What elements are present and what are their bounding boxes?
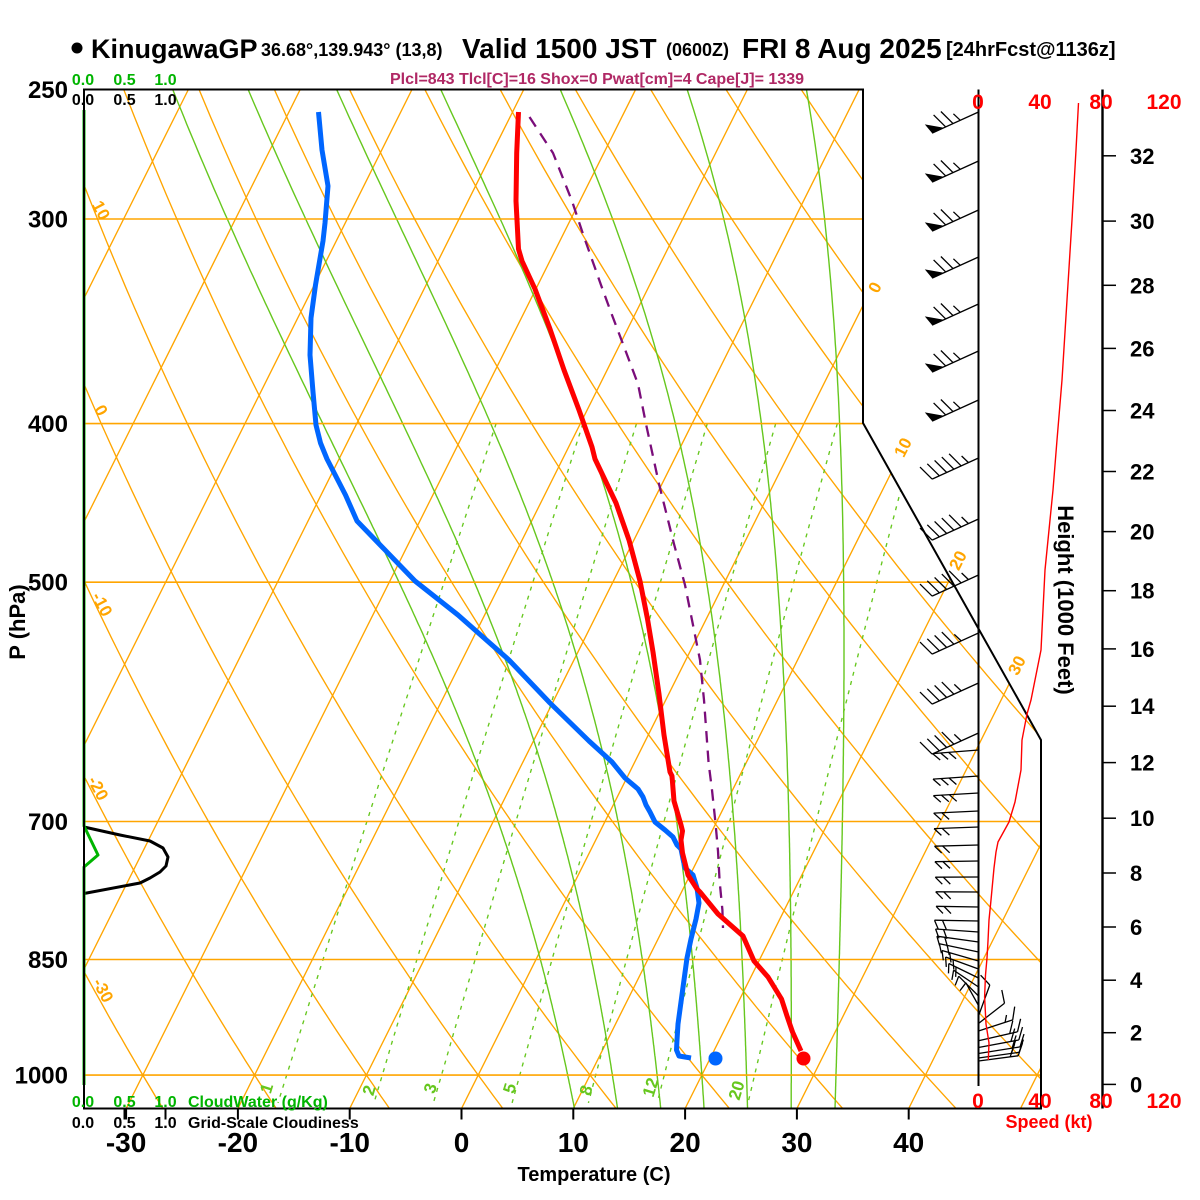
svg-text:120: 120 — [1146, 91, 1181, 114]
svg-text:26: 26 — [1130, 336, 1154, 361]
svg-text:KinugawaGP: KinugawaGP — [91, 34, 258, 64]
svg-text:Height (1000 Feet): Height (1000 Feet) — [1053, 505, 1078, 695]
svg-text:P (hPa): P (hPa) — [5, 584, 30, 659]
svg-text:20: 20 — [1130, 520, 1154, 545]
svg-text:[24hrFcst@1136z]: [24hrFcst@1136z] — [946, 39, 1116, 61]
svg-text:Plcl=843 Tlcl[C]=16 Shox=0 Pwa: Plcl=843 Tlcl[C]=16 Shox=0 Pwat[cm]=4 Ca… — [390, 71, 804, 88]
svg-text:1000: 1000 — [15, 1063, 68, 1090]
svg-text:12: 12 — [639, 1076, 663, 1100]
svg-text:1.0: 1.0 — [154, 1115, 176, 1132]
svg-text:80: 80 — [1089, 1090, 1112, 1113]
svg-text:10: 10 — [1130, 806, 1154, 831]
svg-text:Temperature (C): Temperature (C) — [518, 1164, 671, 1186]
svg-text:80: 80 — [1089, 91, 1112, 114]
svg-text:500: 500 — [28, 570, 68, 597]
svg-text:0.5: 0.5 — [113, 72, 135, 89]
svg-text:-30: -30 — [106, 1127, 146, 1158]
svg-text:0.0: 0.0 — [72, 1115, 94, 1132]
svg-text:4: 4 — [1130, 968, 1143, 993]
svg-text:36.68°,139.943° (13,8): 36.68°,139.943° (13,8) — [261, 40, 443, 60]
svg-text:16: 16 — [1130, 637, 1154, 662]
svg-text:1.0: 1.0 — [154, 92, 176, 109]
svg-text:0: 0 — [1130, 1072, 1142, 1097]
svg-text:28: 28 — [1130, 273, 1154, 298]
svg-text:1.0: 1.0 — [154, 1094, 176, 1111]
svg-text:6: 6 — [1130, 915, 1142, 940]
svg-text:-20: -20 — [218, 1127, 258, 1158]
svg-text:40: 40 — [1028, 1090, 1051, 1113]
svg-text:-10: -10 — [329, 1127, 369, 1158]
svg-text:22: 22 — [1130, 460, 1154, 485]
svg-text:14: 14 — [1130, 694, 1155, 719]
svg-text:0: 0 — [972, 1090, 984, 1113]
svg-text:0.5: 0.5 — [113, 92, 135, 109]
svg-text:850: 850 — [28, 947, 68, 974]
svg-text:300: 300 — [28, 207, 68, 234]
svg-text:Valid 1500 JST: Valid 1500 JST — [462, 33, 657, 64]
svg-text:0.0: 0.0 — [72, 1094, 94, 1111]
svg-text:400: 400 — [28, 411, 68, 438]
svg-text:40: 40 — [1028, 91, 1051, 114]
svg-text:CloudWater (g/Kg): CloudWater (g/Kg) — [188, 1094, 328, 1111]
svg-text:32: 32 — [1130, 144, 1154, 169]
svg-text:(0600Z): (0600Z) — [666, 40, 729, 60]
svg-text:0.5: 0.5 — [113, 1115, 135, 1132]
svg-text:18: 18 — [1130, 579, 1154, 604]
svg-text:30: 30 — [781, 1127, 812, 1158]
svg-text:30: 30 — [1130, 209, 1154, 234]
svg-text:0.5: 0.5 — [113, 1094, 135, 1111]
svg-text:20: 20 — [670, 1127, 701, 1158]
svg-text:1.0: 1.0 — [154, 72, 176, 89]
svg-text:12: 12 — [1130, 751, 1154, 776]
svg-text:0.0: 0.0 — [72, 72, 94, 89]
svg-text:0: 0 — [454, 1127, 470, 1158]
svg-text:40: 40 — [893, 1127, 924, 1158]
svg-text:2: 2 — [1130, 1021, 1142, 1046]
svg-text:0: 0 — [972, 91, 984, 114]
svg-text:Speed (kt): Speed (kt) — [1005, 1112, 1092, 1132]
svg-text:Grid-Scale Cloudiness: Grid-Scale Cloudiness — [188, 1115, 359, 1132]
svg-text:24: 24 — [1130, 399, 1155, 424]
svg-text:FRI 8 Aug 2025: FRI 8 Aug 2025 — [742, 33, 942, 64]
svg-text:700: 700 — [28, 809, 68, 836]
svg-text:10: 10 — [558, 1127, 589, 1158]
svg-text:0.0: 0.0 — [72, 92, 94, 109]
svg-text:250: 250 — [28, 77, 68, 104]
svg-text:8: 8 — [1130, 861, 1142, 886]
svg-text:120: 120 — [1146, 1090, 1181, 1113]
svg-text:20: 20 — [725, 1079, 749, 1103]
